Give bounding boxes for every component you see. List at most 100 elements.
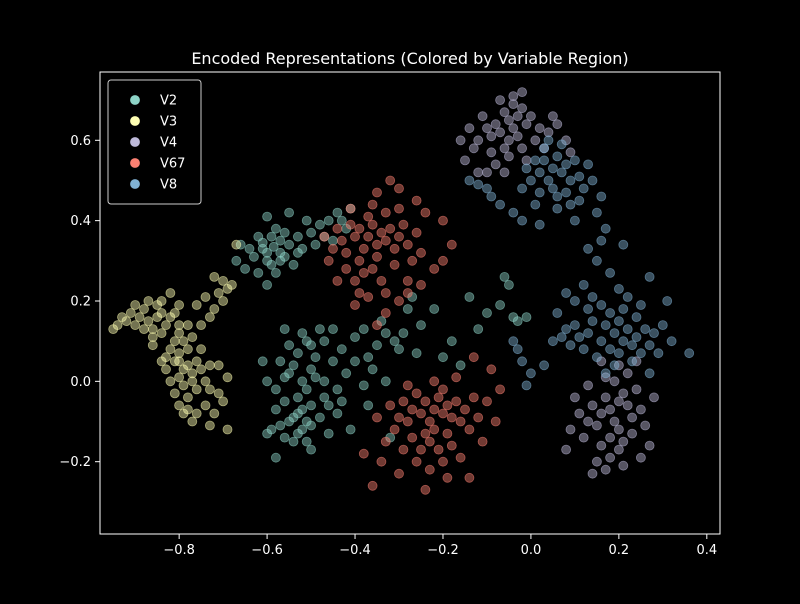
x-axis: −0.8 −0.6 −0.4 −0.2 0.0 0.2 0.4 bbox=[163, 534, 717, 558]
point-v3-10 bbox=[125, 308, 136, 318]
x-tick-label: 0.0 bbox=[521, 543, 542, 558]
legend-marker-v2 bbox=[130, 95, 140, 105]
point-v2-91 bbox=[358, 380, 369, 391]
point-v3-65 bbox=[209, 271, 220, 282]
point-v2-78 bbox=[279, 432, 290, 443]
point-v3-45 bbox=[174, 328, 185, 339]
point-v2-31 bbox=[262, 279, 273, 290]
point-v3-57 bbox=[218, 296, 229, 306]
point-v4-59 bbox=[596, 440, 607, 451]
point-v4-71 bbox=[600, 464, 611, 475]
point-v3-35 bbox=[165, 344, 176, 355]
point-v2-54 bbox=[310, 352, 321, 363]
point-v2-10 bbox=[270, 223, 281, 234]
point-v2-2 bbox=[275, 235, 286, 246]
point-v3-77 bbox=[178, 408, 189, 419]
point-v2-67 bbox=[275, 356, 286, 367]
point-v2-52 bbox=[306, 364, 317, 375]
point-v8-52 bbox=[627, 356, 637, 367]
point-v67-72 bbox=[398, 444, 409, 455]
point-v2-57 bbox=[270, 384, 281, 395]
point-v8-55 bbox=[644, 340, 655, 351]
point-v4-45 bbox=[600, 392, 611, 403]
point-v2-47 bbox=[275, 420, 286, 431]
point-v67-60 bbox=[398, 396, 409, 407]
point-v67-82 bbox=[358, 448, 369, 459]
x-tick-label: 0.2 bbox=[609, 543, 630, 558]
point-v4-20 bbox=[477, 111, 488, 122]
point-v4-60 bbox=[627, 428, 637, 439]
point-v4-4 bbox=[495, 127, 506, 138]
point-v67-88 bbox=[420, 484, 431, 495]
point-v8-41 bbox=[609, 328, 620, 339]
point-v3-2 bbox=[156, 308, 167, 318]
point-v8-20 bbox=[578, 183, 589, 194]
point-v8-42 bbox=[627, 340, 637, 351]
point-v2-5 bbox=[253, 231, 264, 242]
point-v4-35 bbox=[499, 167, 510, 178]
point-v8-57 bbox=[583, 328, 593, 339]
legend-marker-v3 bbox=[130, 116, 140, 126]
point-v67-36 bbox=[402, 275, 413, 286]
point-v3-79 bbox=[174, 356, 185, 367]
point-v67-99 bbox=[446, 239, 457, 250]
x-tick-label: −0.2 bbox=[427, 543, 459, 558]
point-v4-8 bbox=[508, 99, 519, 109]
point-v67-7 bbox=[380, 235, 391, 246]
point-v67-47 bbox=[429, 424, 440, 435]
point-v8-11 bbox=[556, 139, 567, 150]
point-v2-66 bbox=[262, 376, 273, 387]
point-v4-49 bbox=[605, 432, 615, 443]
point-v3-47 bbox=[169, 336, 180, 347]
point-v4-48 bbox=[627, 412, 637, 423]
point-v3-5 bbox=[161, 320, 171, 331]
point-v67-16 bbox=[341, 247, 352, 258]
point-v4-68 bbox=[570, 392, 580, 403]
point-v67-79 bbox=[442, 472, 453, 483]
point-v67-21 bbox=[398, 219, 409, 230]
point-v4-36 bbox=[455, 135, 466, 146]
point-v67-68 bbox=[411, 456, 422, 467]
legend-marker-v4 bbox=[130, 137, 140, 147]
point-v67-106 bbox=[420, 207, 431, 218]
point-v3-76 bbox=[161, 352, 171, 363]
point-v3-50 bbox=[213, 388, 224, 399]
point-v4-25 bbox=[468, 143, 479, 154]
point-v2-44 bbox=[279, 396, 290, 407]
point-v8-92 bbox=[605, 267, 615, 278]
point-v2-27 bbox=[240, 263, 251, 274]
point-v3-22 bbox=[182, 360, 193, 371]
y-axis: −0.2 0.0 0.2 0.4 0.6 bbox=[59, 134, 100, 470]
point-v8-80 bbox=[570, 296, 580, 306]
point-v8-58 bbox=[631, 312, 642, 323]
point-v4-16 bbox=[517, 143, 527, 154]
point-v8-65 bbox=[596, 300, 607, 310]
point-v2-92 bbox=[336, 396, 347, 407]
point-v67-77 bbox=[402, 380, 413, 391]
point-v3-1 bbox=[143, 316, 154, 327]
point-v3-55 bbox=[196, 320, 207, 331]
point-v2-56 bbox=[279, 372, 290, 383]
point-v8-16 bbox=[574, 171, 585, 182]
point-v3-19 bbox=[139, 324, 149, 335]
point-v2-103 bbox=[279, 324, 290, 335]
point-v4-63 bbox=[605, 452, 615, 463]
legend-label-v2: V2 bbox=[160, 94, 177, 109]
point-v8-87 bbox=[508, 336, 519, 347]
point-v67-85 bbox=[490, 416, 501, 427]
point-v3-51 bbox=[218, 396, 229, 407]
point-v67-107 bbox=[438, 215, 448, 226]
point-v3-25 bbox=[165, 376, 176, 387]
point-v8-4 bbox=[552, 151, 563, 162]
point-v67-57 bbox=[455, 416, 466, 427]
point-v2-12 bbox=[275, 247, 286, 258]
point-v67-2 bbox=[354, 223, 365, 234]
point-v8-39 bbox=[600, 223, 611, 234]
legend-marker-v8 bbox=[130, 179, 140, 189]
point-v3-29 bbox=[161, 364, 171, 375]
point-v2-72 bbox=[341, 368, 352, 379]
point-v67-40 bbox=[429, 404, 440, 415]
point-v4-27 bbox=[482, 167, 492, 178]
x-tick-label: 0.4 bbox=[696, 543, 717, 558]
